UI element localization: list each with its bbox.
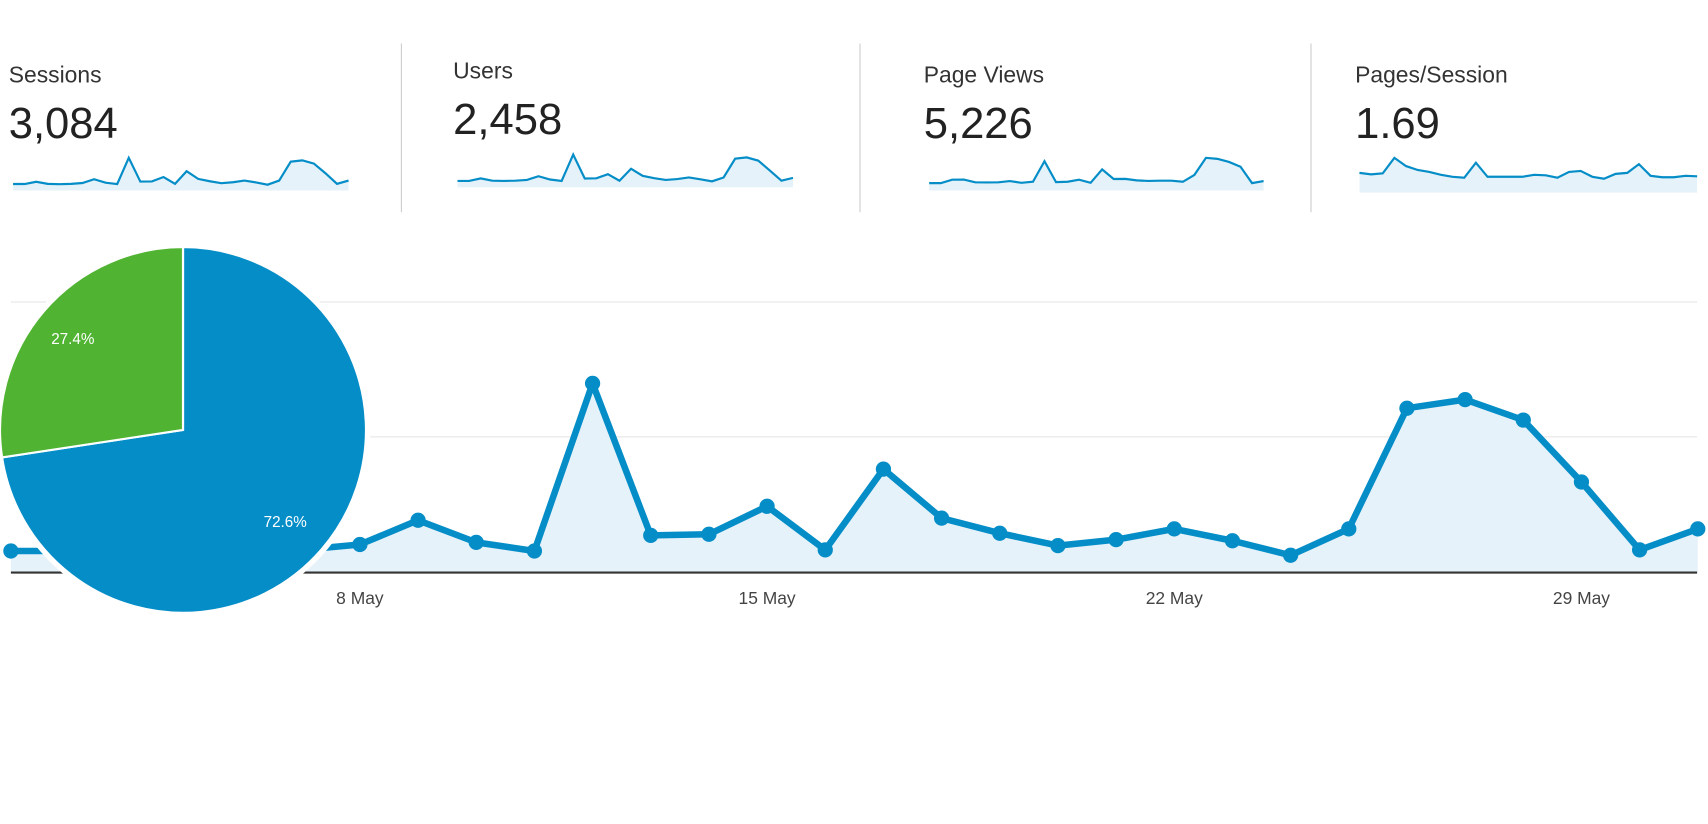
sparkline <box>929 156 1264 185</box>
x-tick-label: 8 May <box>336 588 384 608</box>
sparkline <box>13 155 349 186</box>
data-point[interactable] <box>1631 542 1648 558</box>
data-point[interactable] <box>759 498 775 514</box>
data-point[interactable] <box>1515 412 1531 428</box>
divider <box>859 43 861 213</box>
data-point[interactable] <box>817 542 833 558</box>
metric-value: 3,084 <box>8 100 118 149</box>
data-point[interactable] <box>933 510 950 526</box>
data-point[interactable] <box>1573 474 1590 490</box>
metric-value: 5,226 <box>923 100 1033 149</box>
data-point[interactable] <box>1282 547 1299 563</box>
metric-label: Users <box>453 58 513 84</box>
data-point[interactable] <box>701 526 717 542</box>
metric-pages-per-session[interactable]: Pages/Session 1.69 <box>1355 44 1708 213</box>
data-point[interactable] <box>468 534 484 550</box>
metric-label: Page Views <box>923 63 1045 89</box>
pie-slice-green[interactable] <box>0 246 185 459</box>
pie-label: 72.6% <box>264 514 307 531</box>
metric-label: Pages/Session <box>1355 63 1508 89</box>
sparkline-area <box>13 157 349 191</box>
data-point[interactable] <box>643 527 659 543</box>
data-point[interactable] <box>1341 521 1357 537</box>
data-point[interactable] <box>875 461 892 477</box>
divider <box>400 43 402 213</box>
data-point[interactable] <box>410 512 426 528</box>
pie-label: 27.4% <box>51 331 94 348</box>
metric-value: 1.69 <box>1355 100 1440 149</box>
metric-page-views[interactable]: Page Views 5,226 <box>924 44 1360 213</box>
metric-label: Sessions <box>8 63 102 89</box>
x-tick-label: 29 May <box>1553 588 1610 608</box>
data-point[interactable] <box>3 543 19 559</box>
metric-sessions[interactable]: Sessions 3,084 <box>9 44 445 213</box>
data-point[interactable] <box>584 375 601 392</box>
sparkline <box>1359 156 1698 180</box>
data-point[interactable] <box>352 536 368 553</box>
sparkline-area <box>1359 157 1698 193</box>
metric-users[interactable]: Users 2,458 <box>453 39 889 208</box>
data-point[interactable] <box>1224 533 1241 549</box>
sparkline <box>457 151 794 183</box>
data-point[interactable] <box>1166 521 1182 537</box>
data-point[interactable] <box>992 525 1008 541</box>
sparkline-area <box>457 154 794 188</box>
data-point[interactable] <box>1399 400 1415 416</box>
x-tick-label: 22 May <box>1146 588 1203 608</box>
data-point[interactable] <box>1457 391 1473 408</box>
data-point[interactable] <box>1108 532 1124 548</box>
divider <box>1310 43 1312 213</box>
metric-value: 2,458 <box>453 95 563 144</box>
data-point[interactable] <box>1050 537 1066 554</box>
data-point[interactable] <box>526 543 543 559</box>
data-point[interactable] <box>1690 521 1706 537</box>
x-tick-label: 15 May <box>739 588 796 608</box>
